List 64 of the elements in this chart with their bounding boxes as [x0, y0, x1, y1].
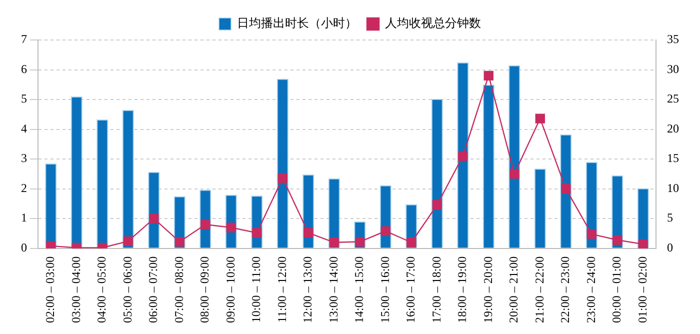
- x-tick-label: 22:00 – 23:00: [558, 256, 572, 324]
- x-tick-label: 07:00 – 08:00: [172, 256, 186, 324]
- x-tick-label: 23:00 – 24:00: [584, 256, 598, 324]
- y2-tick-label: 10: [667, 180, 679, 195]
- y-tick-label: 6: [21, 62, 27, 76]
- point: [510, 169, 520, 179]
- point: [484, 70, 494, 81]
- x-tick-label: 06:00 – 07:00: [146, 256, 160, 324]
- y2-tick-label: 20: [667, 121, 679, 136]
- point: [200, 220, 210, 230]
- y2-tick-label: 0: [667, 240, 673, 254]
- point: [432, 200, 442, 210]
- x-tick-label: 10:00 – 11:00: [249, 256, 264, 323]
- y-tick-label: 5: [21, 92, 27, 106]
- y-tick-label: 4: [21, 121, 27, 136]
- y2-tick-label: 25: [667, 92, 679, 106]
- x-tick-label: 04:00 – 05:00: [94, 256, 109, 324]
- x-tick-label: 14:00 – 15:00: [352, 256, 366, 324]
- point: [329, 238, 339, 248]
- point: [561, 184, 571, 194]
- y-tick-label: 1: [21, 210, 27, 225]
- point: [355, 236, 365, 247]
- point: [252, 228, 262, 238]
- x-tick-label: 12:00 – 13:00: [300, 256, 315, 324]
- point: [304, 228, 314, 238]
- x-tick-label: 00:00 – 01:00: [610, 256, 624, 324]
- point: [406, 238, 416, 248]
- x-tick-label: 05:00 – 06:00: [120, 256, 134, 324]
- x-tick-label: 01:00 – 02:00: [635, 256, 650, 324]
- point: [586, 229, 596, 239]
- x-tick-label: 20:00 – 21:00: [506, 256, 521, 324]
- x-tick-label: 15:00 – 16:00: [378, 256, 392, 324]
- x-tick-label: 11:00 – 12:00: [274, 256, 289, 323]
- point: [458, 151, 468, 161]
- point: [535, 114, 545, 124]
- x-tick-label: 17:00 – 18:00: [429, 256, 444, 324]
- x-tick-label: 21:00 – 22:00: [532, 256, 546, 324]
- x-tick-label: 16:00 – 17:00: [404, 256, 418, 324]
- x-tick-label: 13:00 – 14:00: [326, 256, 340, 324]
- y2-tick-label: 5: [667, 210, 673, 225]
- x-tick-label: 18:00 – 19:00: [455, 256, 470, 324]
- y-tick-label: 7: [21, 32, 27, 46]
- point: [123, 236, 133, 246]
- y2-tick-label: 15: [667, 151, 679, 166]
- x-tick-label: 08:00 – 09:00: [198, 256, 212, 324]
- x-tick-label: 09:00 – 10:00: [223, 256, 238, 324]
- legend-label: 人均收视总分钟数: [385, 16, 481, 30]
- point: [174, 236, 184, 247]
- x-tick-label: 02:00 – 03:00: [43, 256, 58, 324]
- y-tick-label: 3: [21, 151, 27, 166]
- x-tick-label: 03:00 – 04:00: [68, 256, 83, 324]
- point: [46, 241, 56, 248]
- point: [612, 235, 622, 245]
- point: [149, 214, 159, 224]
- point: [380, 226, 390, 236]
- point: [638, 239, 648, 248]
- x-tick-label: 19:00 – 20:00: [480, 256, 495, 324]
- legend-label: 日均播出时长（小时）: [237, 16, 357, 30]
- point: [226, 222, 236, 232]
- y2-tick-label: 30: [667, 62, 679, 76]
- y2-tick-label: 35: [667, 32, 679, 46]
- y-tick-label: 0: [21, 240, 27, 254]
- y-tick-label: 2: [21, 180, 27, 195]
- point: [278, 173, 288, 183]
